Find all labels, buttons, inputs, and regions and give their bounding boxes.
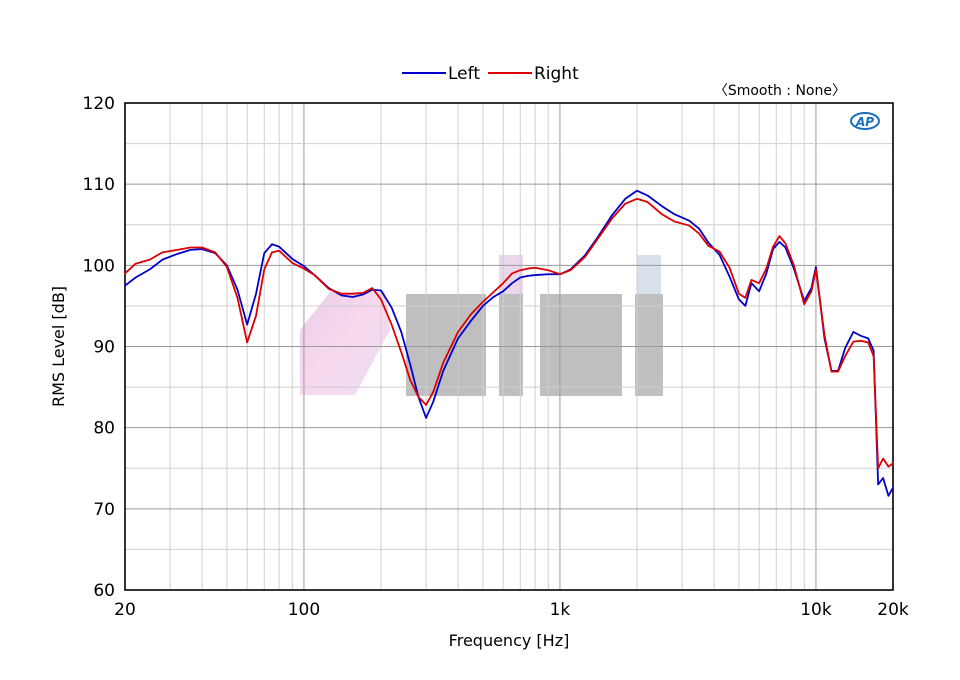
- x-tick-labels: 20 100 1k 10k 20k: [114, 600, 909, 620]
- y-tick-label: 60: [93, 581, 115, 601]
- x-tick-label: 100: [288, 600, 320, 620]
- plot-grid: [125, 103, 893, 590]
- y-tick-labels: 60 70 80 90 100 110 120: [83, 94, 115, 601]
- x-tick-label: 20: [114, 600, 136, 620]
- x-axis-title: Frequency [Hz]: [449, 631, 570, 650]
- legend-label-right: Right: [534, 64, 579, 84]
- y-axis-title: RMS Level [dB]: [49, 286, 68, 407]
- ap-logo-icon: AP: [850, 112, 880, 130]
- x-tick-label: 1k: [550, 600, 571, 620]
- y-tick-label: 70: [93, 500, 115, 520]
- svg-text:AP: AP: [855, 115, 874, 129]
- legend-label-left: Left: [448, 64, 480, 84]
- x-tick-label: 10k: [800, 600, 832, 620]
- y-tick-label: 80: [93, 419, 115, 439]
- y-tick-label: 90: [93, 338, 115, 358]
- series-layer: [124, 189, 894, 497]
- smoothing-note: 〈Smooth : None〉: [714, 83, 846, 99]
- plot-frame: [124, 102, 894, 591]
- y-tick-label: 110: [83, 175, 115, 195]
- series-line-right: [124, 197, 894, 470]
- watermark-logo: [300, 255, 663, 396]
- x-tick-label: 20k: [877, 600, 909, 620]
- legend: Left Right: [402, 64, 579, 84]
- y-tick-label: 100: [83, 256, 115, 276]
- y-tick-label: 120: [83, 94, 115, 114]
- series-line-left: [124, 189, 894, 497]
